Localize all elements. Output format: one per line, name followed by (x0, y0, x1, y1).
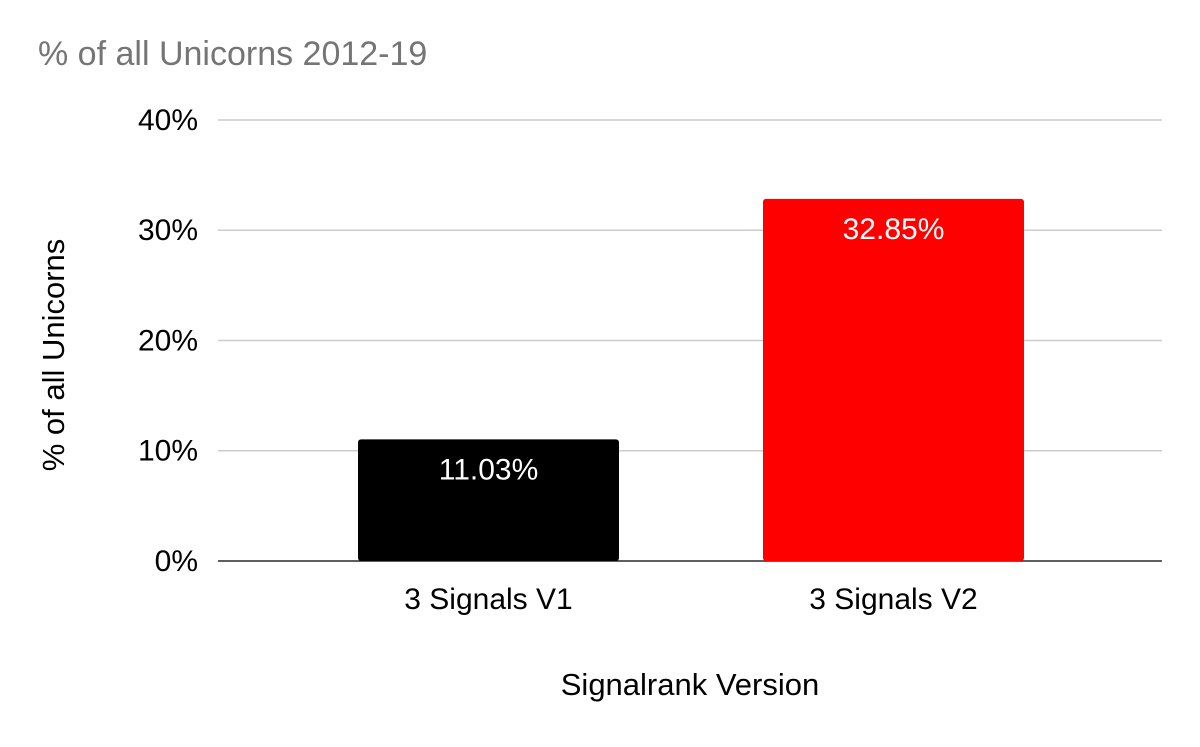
y-tick-label: 30% (138, 214, 198, 247)
y-tick-label: 0% (155, 545, 198, 578)
x-tick-label: 3 Signals V1 (404, 583, 572, 616)
y-tick-label: 10% (138, 435, 198, 468)
chart-title: % of all Unicorns 2012-19 (38, 35, 427, 73)
x-tick-label: 3 Signals V2 (809, 583, 977, 616)
y-tick-label: 40% (138, 104, 198, 137)
value-label: 32.85% (843, 213, 945, 246)
bar (763, 198, 1024, 562)
y-tick-label: 20% (138, 324, 198, 357)
bar (358, 439, 619, 561)
x-axis-title: Signalrank Version (561, 667, 820, 702)
y-axis-title: % of all Unicorns (36, 239, 71, 472)
value-label: 11.03% (439, 453, 539, 486)
